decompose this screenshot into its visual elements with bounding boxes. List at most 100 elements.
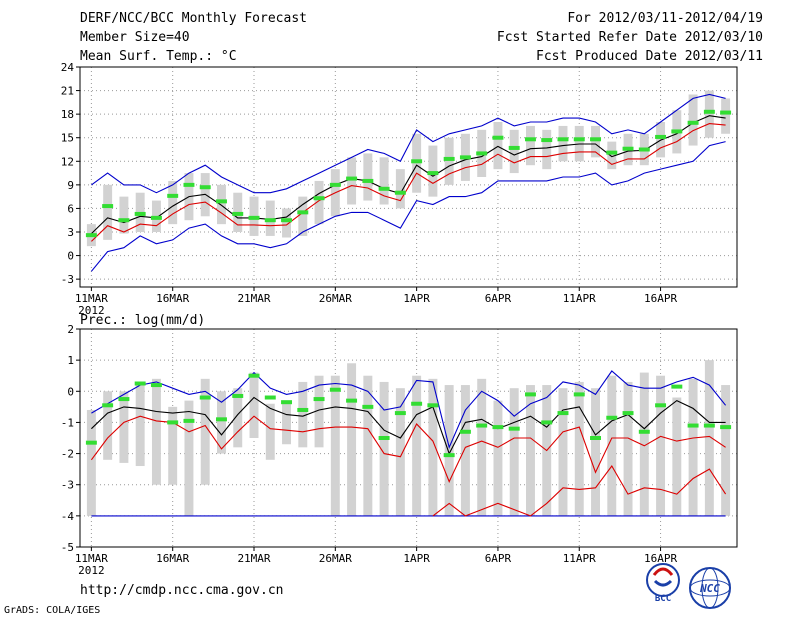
- temp-year-label: 2012: [78, 304, 105, 317]
- prec-box: [656, 375, 666, 516]
- prec-median-mark: [394, 411, 406, 416]
- prec-xtick-label: 11APR: [563, 552, 596, 565]
- temp-ytick-label: 18: [61, 108, 74, 121]
- prec-median-mark: [557, 411, 569, 416]
- temp-median-mark: [606, 150, 618, 155]
- prec-box: [217, 391, 226, 454]
- temp-box: [119, 196, 129, 234]
- temp-ytick-label: 0: [67, 250, 74, 263]
- prec-ytick-label: -3: [61, 479, 74, 492]
- prec-box: [200, 378, 210, 485]
- prec-median-mark: [281, 400, 293, 405]
- temp-ytick-label: 24: [61, 61, 75, 74]
- temp-frame: [79, 66, 738, 288]
- temp-median-mark: [346, 176, 358, 181]
- prec-box: [591, 388, 600, 516]
- prec-median-mark: [183, 418, 195, 423]
- temp-median-mark: [508, 145, 520, 150]
- prec-box: [639, 372, 649, 516]
- precip-panel-title: Prec.: log(mm/d): [80, 313, 205, 328]
- prec-box: [135, 381, 145, 467]
- temp-box: [558, 125, 568, 162]
- temp-median-mark: [476, 151, 488, 156]
- temp-box: [395, 169, 405, 209]
- temp-box: [444, 137, 454, 185]
- prec-box: [509, 388, 519, 516]
- temp-xtick-label: 16APR: [644, 292, 677, 305]
- temp-median-mark: [232, 211, 244, 216]
- prec-median-mark: [150, 383, 162, 388]
- prec-box: [347, 363, 357, 516]
- prec-median-mark: [655, 403, 667, 408]
- grads-credit: GrADS: COLA/IGES: [4, 605, 100, 616]
- temp-median-mark: [118, 218, 130, 223]
- prec-box: [607, 375, 617, 516]
- temp-median-mark: [573, 137, 585, 142]
- prec-median-mark: [216, 417, 227, 422]
- prec-median-mark: [167, 420, 179, 425]
- prec-ytick-label: -2: [61, 448, 74, 461]
- temp-median-mark: [394, 190, 406, 195]
- prec-xtick-label: 26MAR: [319, 552, 352, 565]
- prec-ytick-label: 0: [67, 385, 74, 398]
- prec-median-mark: [687, 423, 699, 428]
- prec-median-mark: [199, 395, 211, 400]
- temp-median-mark: [85, 233, 97, 238]
- prec-box: [558, 388, 568, 516]
- temp-median-mark: [443, 156, 455, 161]
- prec-median-mark: [134, 381, 146, 386]
- prec-box: [314, 375, 324, 448]
- prec-xtick-label: 16MAR: [156, 552, 189, 565]
- temp-xtick-label: 26MAR: [319, 292, 352, 305]
- source-url[interactable]: http://cmdp.ncc.cma.gov.cn: [80, 583, 284, 598]
- prec-box: [184, 400, 194, 516]
- temp-box: [298, 196, 308, 236]
- prec-box: [704, 360, 714, 516]
- temp-xtick-label: 16MAR: [156, 292, 189, 305]
- prec-median-mark: [329, 387, 341, 392]
- prec-box: [265, 403, 275, 460]
- temp-median-mark: [492, 135, 504, 140]
- temp-median-mark: [459, 155, 471, 160]
- prec-box: [672, 397, 682, 516]
- prec-median-mark: [362, 404, 374, 409]
- prec-ytick-label: -4: [61, 510, 75, 523]
- temp-box: [314, 180, 324, 225]
- temp-median-mark: [720, 110, 732, 115]
- prec-median-mark: [720, 425, 732, 430]
- fcst-produced-date: Fcst Produced Date 2012/03/11: [536, 49, 763, 64]
- prec-xtick-label: 11MAR: [75, 552, 108, 565]
- temp-box: [347, 157, 357, 205]
- prec-median-mark: [232, 393, 244, 398]
- prec-box: [298, 381, 308, 448]
- temp-box: [379, 157, 389, 205]
- prec-median-mark: [427, 403, 439, 408]
- prec-median-mark: [346, 398, 358, 403]
- temp-median-mark: [557, 137, 569, 142]
- prec-ytick-label: -1: [61, 416, 74, 429]
- temp-median-mark: [199, 185, 211, 190]
- variable-label: Mean Surf. Temp.: °C: [80, 49, 237, 64]
- prec-median-mark: [85, 440, 97, 445]
- temp-mean-line: [91, 115, 726, 234]
- temp-xtick-label: 11APR: [563, 292, 596, 305]
- bcc-logo: BCC: [646, 563, 680, 604]
- temp-median-mark: [671, 129, 683, 134]
- prec-xtick-label: 16APR: [644, 552, 677, 565]
- prec-box: [444, 385, 454, 516]
- prec-median-mark: [541, 420, 553, 425]
- prec-median-mark: [622, 411, 634, 416]
- prec-median-mark: [524, 392, 536, 397]
- temp-ytick-label: 15: [61, 132, 74, 145]
- prec-box: [330, 375, 340, 516]
- temp-median-mark: [524, 137, 536, 142]
- prec-median-mark: [248, 373, 260, 378]
- prec-median-mark: [459, 429, 471, 434]
- prec-median-mark: [476, 423, 488, 428]
- temp-median-mark: [183, 182, 195, 187]
- temp-box: [591, 125, 600, 158]
- prec-box: [379, 381, 389, 516]
- fcst-started-date: Fcst Started Refer Date 2012/03/10: [497, 30, 763, 45]
- prec-median-mark: [411, 401, 423, 406]
